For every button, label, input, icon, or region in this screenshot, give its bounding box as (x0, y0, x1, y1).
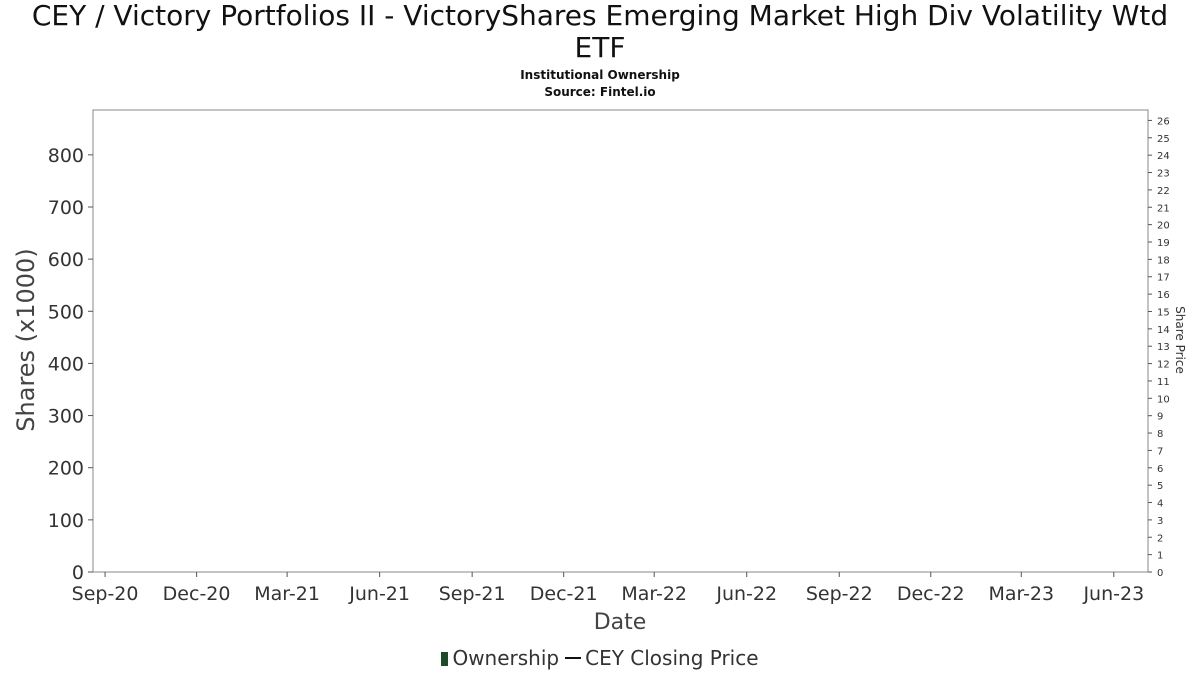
x-tick-label: Dec-22 (897, 583, 965, 605)
y-tick-label: 600 (48, 249, 84, 271)
y2-tick-label: 24 (1157, 151, 1170, 162)
x-axis-label: Date (594, 610, 647, 635)
chart-source: Source: Fintel.io (544, 85, 656, 99)
axes (92, 109, 1149, 573)
y2-tick-label: 23 (1157, 169, 1170, 180)
y2-tick-label: 13 (1157, 342, 1170, 353)
legend-ownership-label: Ownership (452, 646, 560, 670)
x-tick-label: Sep-20 (72, 583, 139, 605)
y-tick-label: 500 (48, 301, 84, 323)
y2-tick-label: 25 (1157, 134, 1170, 145)
y2-tick-label: 26 (1157, 116, 1170, 127)
y-tick-label: 700 (48, 197, 84, 219)
y-tick-label: 400 (48, 353, 84, 375)
x-tick-label: Mar-21 (254, 583, 320, 605)
x-tick-label: Mar-22 (621, 583, 687, 605)
y2-tick-label: 6 (1157, 464, 1163, 475)
y2-tick-label: 9 (1157, 412, 1163, 423)
plot-frame (92, 109, 1149, 573)
y2-tick-label: 12 (1157, 360, 1170, 371)
y2-tick-label: 19 (1157, 238, 1170, 249)
x-tick-label: Dec-20 (163, 583, 231, 605)
y2-tick-label: 1 (1157, 551, 1163, 562)
x-tick-label: Mar-23 (988, 583, 1054, 605)
y2-axis-ticks: 0123456789101112131415161718192021222324… (1148, 116, 1170, 579)
y2-tick-label: 3 (1157, 516, 1163, 527)
y2-axis-label: Share Price (1173, 306, 1187, 374)
y2-tick-label: 10 (1157, 394, 1170, 405)
y-tick-label: 800 (48, 145, 84, 167)
y2-tick-label: 2 (1157, 533, 1163, 544)
y2-tick-label: 8 (1157, 429, 1163, 440)
legend-price-swatch (565, 657, 582, 659)
x-axis-ticks: Sep-20 Dec-20 Mar-21 Jun-21 Sep-21 Dec-21 Mar-… (72, 572, 1144, 605)
y2-tick-label: 14 (1157, 325, 1170, 336)
y2-tick-label: 4 (1157, 499, 1163, 510)
y2-tick-label: 11 (1157, 377, 1170, 388)
x-tick-label: Jun-23 (1082, 583, 1144, 605)
y2-tick-label: 21 (1157, 203, 1170, 214)
y2-tick-label: 18 (1157, 255, 1170, 266)
y2-tick-label: 0 (1157, 568, 1163, 579)
chart-title-line2: ETF (574, 31, 626, 64)
y2-tick-label: 22 (1157, 186, 1170, 197)
x-tick-label: Jun-21 (348, 583, 410, 605)
x-tick-label: Dec-21 (530, 583, 598, 605)
legend: Ownership CEY Closing Price (0, 646, 1200, 670)
y2-tick-label: 15 (1157, 307, 1170, 318)
y-axis-ticks: 0 100 200 300 400 500 600 700 800 (48, 145, 93, 584)
chart-title: CEY / Victory Portfolios II - VictorySha… (0, 0, 1200, 64)
y-tick-label: 0 (72, 562, 84, 584)
y2-tick-label: 20 (1157, 221, 1170, 232)
x-tick-label: Sep-22 (806, 583, 873, 605)
chart-subtitle: Institutional Ownership (520, 68, 680, 82)
y-axis-label: Shares (x1000) (12, 248, 40, 431)
legend-ownership-swatch (441, 652, 449, 666)
y2-tick-label: 17 (1157, 273, 1170, 284)
y-tick-label: 300 (48, 406, 84, 428)
x-tick-label: Sep-21 (439, 583, 506, 605)
y2-tick-label: 5 (1157, 481, 1163, 492)
y2-tick-label: 7 (1157, 446, 1163, 457)
y2-tick-label: 16 (1157, 290, 1170, 301)
y-tick-label: 200 (48, 458, 84, 480)
legend-price-label: CEY Closing Price (585, 646, 759, 670)
x-tick-label: Jun-22 (715, 583, 777, 605)
chart-title-line1: CEY / Victory Portfolios II - VictorySha… (31, 0, 1169, 32)
y-tick-label: 100 (48, 510, 84, 532)
